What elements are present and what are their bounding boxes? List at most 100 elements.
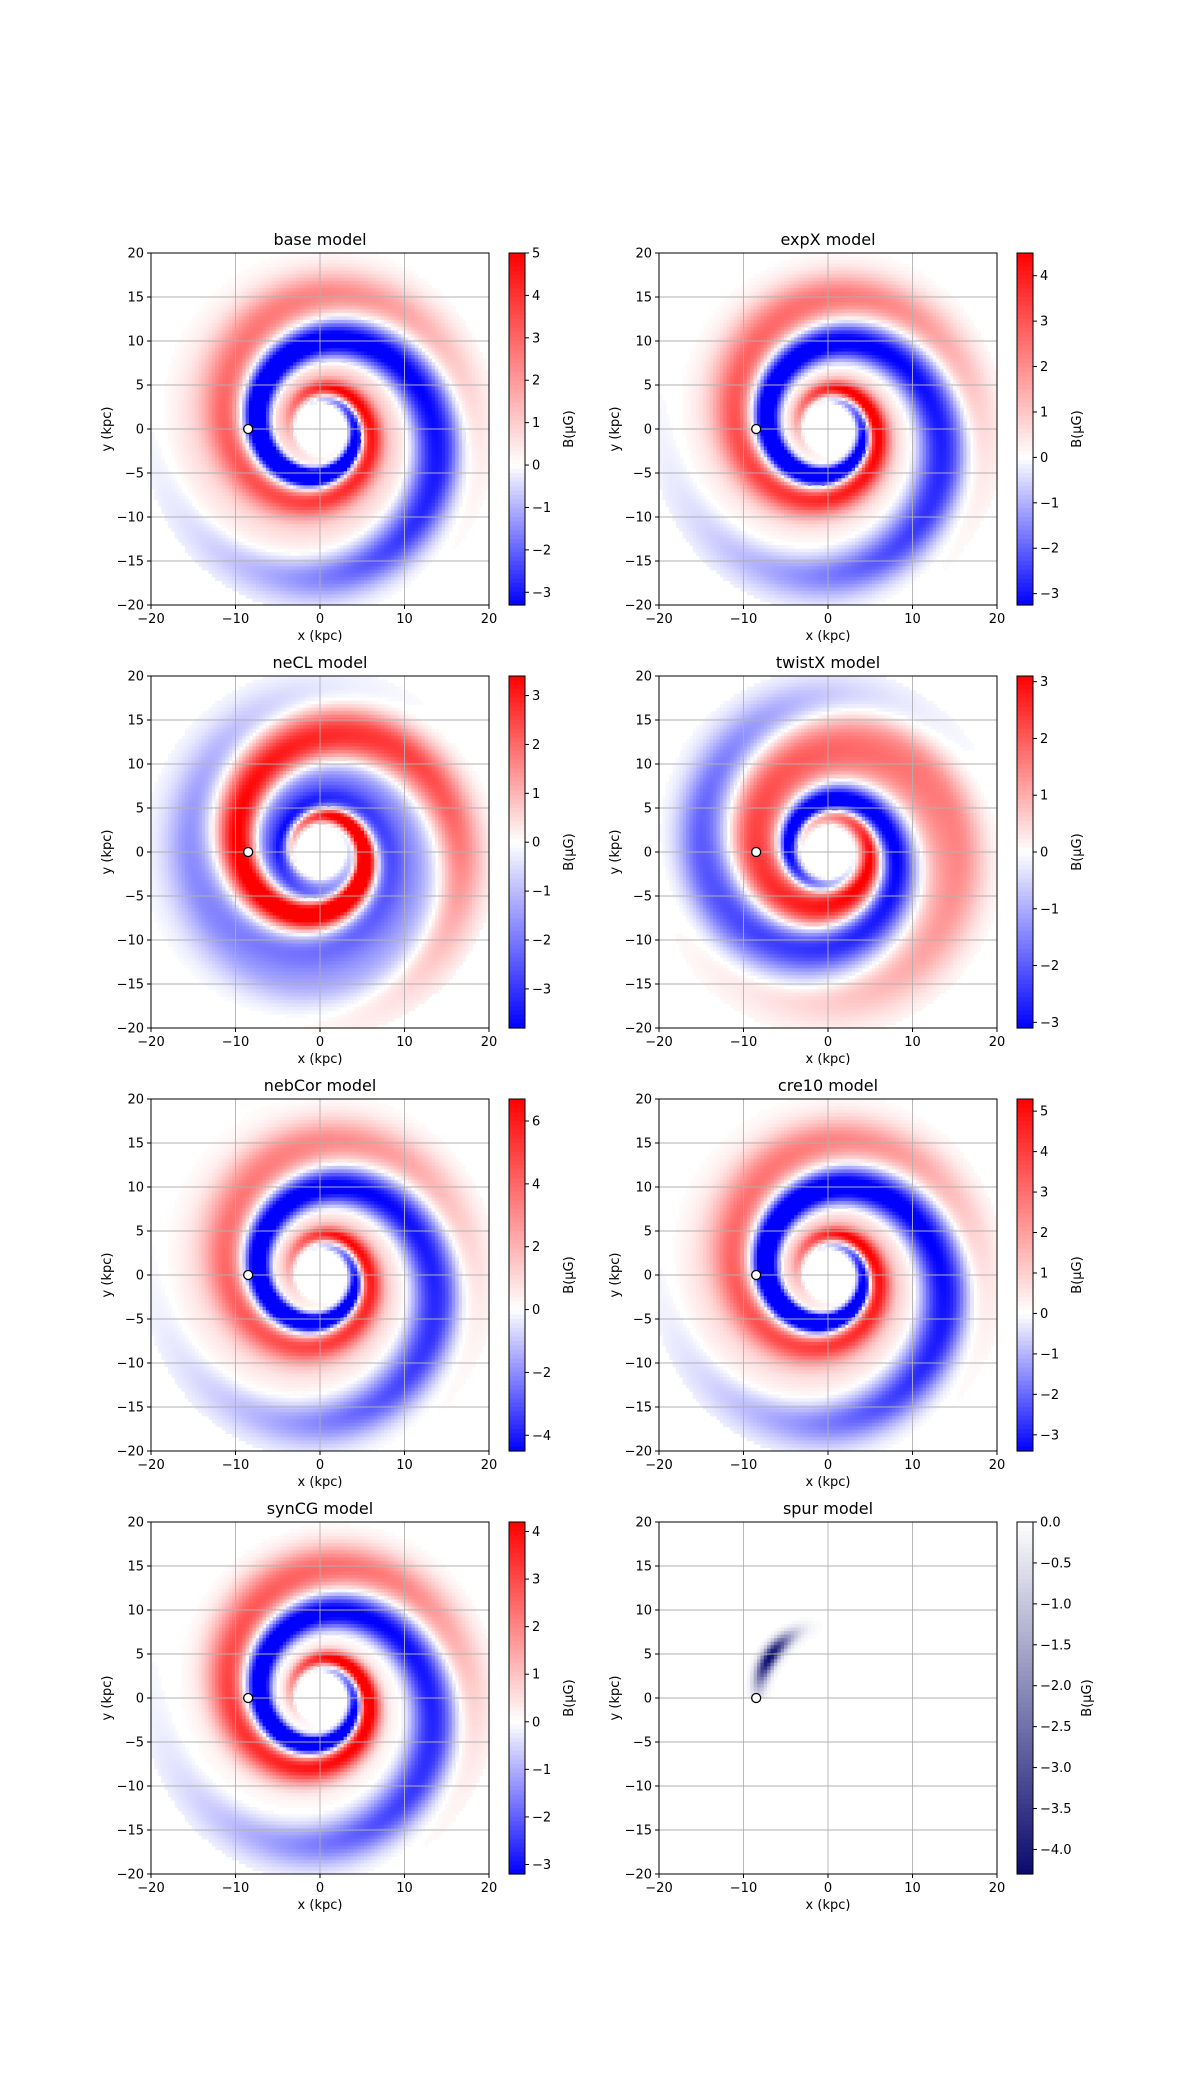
heatmap-cell [309,362,314,367]
heatmap-cell [404,400,409,405]
heatmap-cell [215,425,220,430]
heatmap-cell [414,309,419,314]
heatmap-cell [221,457,226,462]
heatmap-cell [259,323,264,328]
heatmap-cell [407,411,412,416]
heatmap-cell [286,390,291,395]
heatmap-cell [181,386,186,391]
heatmap-cell [367,443,372,448]
heatmap-cell [208,376,213,381]
heatmap-cell [343,365,348,370]
heatmap-cell [238,298,243,303]
heatmap-cell [448,400,453,405]
heatmap-cell [404,429,409,434]
heatmap-cell [414,407,419,412]
heatmap-cell [262,453,267,458]
heatmap-cell [357,263,362,268]
heatmap-cell [411,457,416,462]
heatmap-cell [232,305,237,310]
heatmap-cell [350,439,355,444]
heatmap-cell [445,397,450,402]
heatmap-cell [421,429,426,434]
heatmap-cell [171,414,176,420]
heatmap-cell [360,460,365,465]
heatmap-cell [374,407,379,412]
heatmap-cell [205,386,210,391]
heatmap-cell [249,390,253,395]
heatmap-cell [249,351,253,356]
heatmap-cell [282,418,287,423]
heatmap-cell [387,404,392,409]
heatmap-cell [397,355,402,360]
heatmap-cell [269,302,274,307]
heatmap-cell [174,351,179,356]
heatmap-cell [384,355,389,360]
heatmap-cell [370,397,375,402]
heatmap-cell [411,355,416,360]
heatmap-cell [249,302,253,307]
heatmap-cell [292,291,297,296]
heatmap-cell [326,397,331,402]
heatmap-cell [201,386,206,391]
heatmap-cell [350,464,355,469]
heatmap-cell [255,411,260,416]
heatmap-cell [242,407,247,412]
heatmap-cell [461,400,466,405]
heatmap-cell [458,390,463,395]
heatmap-cell [455,379,460,384]
heatmap-cell [326,393,331,398]
heatmap-cell [333,390,338,395]
heatmap-cell [336,326,341,332]
heatmap-cell [414,400,419,405]
heatmap-cell [181,330,186,335]
heatmap-cell [441,386,446,391]
heatmap-cell [221,386,226,391]
heatmap-cell [448,446,453,451]
heatmap-cell [390,386,395,391]
heatmap-cell [306,355,311,360]
heatmap-cell [407,407,412,412]
heatmap-cell [401,344,406,349]
heatmap-cell [242,344,247,349]
heatmap-cell [245,309,250,314]
heatmap-cell [238,432,243,437]
heatmap-cell [205,341,210,346]
heatmap-cell [465,330,470,335]
heatmap-cell [191,418,196,423]
heatmap-cell [296,302,301,307]
heatmap-cell [411,414,416,420]
heatmap-cell [245,407,250,412]
heatmap-cell [296,330,301,335]
heatmap-cell [418,386,422,391]
heatmap-cell [455,407,460,412]
heatmap-cell [434,291,439,296]
heatmap-cell [367,270,372,275]
heatmap-cell [451,421,456,427]
heatmap-cell [252,411,257,416]
heatmap-cell [238,429,243,434]
heatmap-cell [249,443,253,448]
heatmap-cell [377,376,382,381]
heatmap-cell [238,404,243,409]
heatmap-cell [482,432,487,437]
heatmap-cell [296,358,301,363]
heatmap-cell [282,267,287,272]
heatmap-cell [205,333,210,339]
heatmap-cell [343,267,348,272]
heatmap-cell [306,453,311,458]
heatmap-cell [181,390,186,395]
heatmap-cell [279,305,284,310]
heatmap-cell [390,267,395,272]
heatmap-cell [360,436,365,441]
heatmap-cell [198,309,203,314]
heatmap-cell [401,284,406,289]
heatmap-cell [171,362,176,367]
heatmap-cell [353,337,358,342]
heatmap-cell [353,302,358,307]
heatmap-cell [387,267,392,272]
heatmap-cell [303,274,308,279]
heatmap-cell [205,407,210,412]
heatmap-cell [384,316,389,321]
heatmap-cell [198,436,203,441]
heatmap-cell [451,358,456,363]
